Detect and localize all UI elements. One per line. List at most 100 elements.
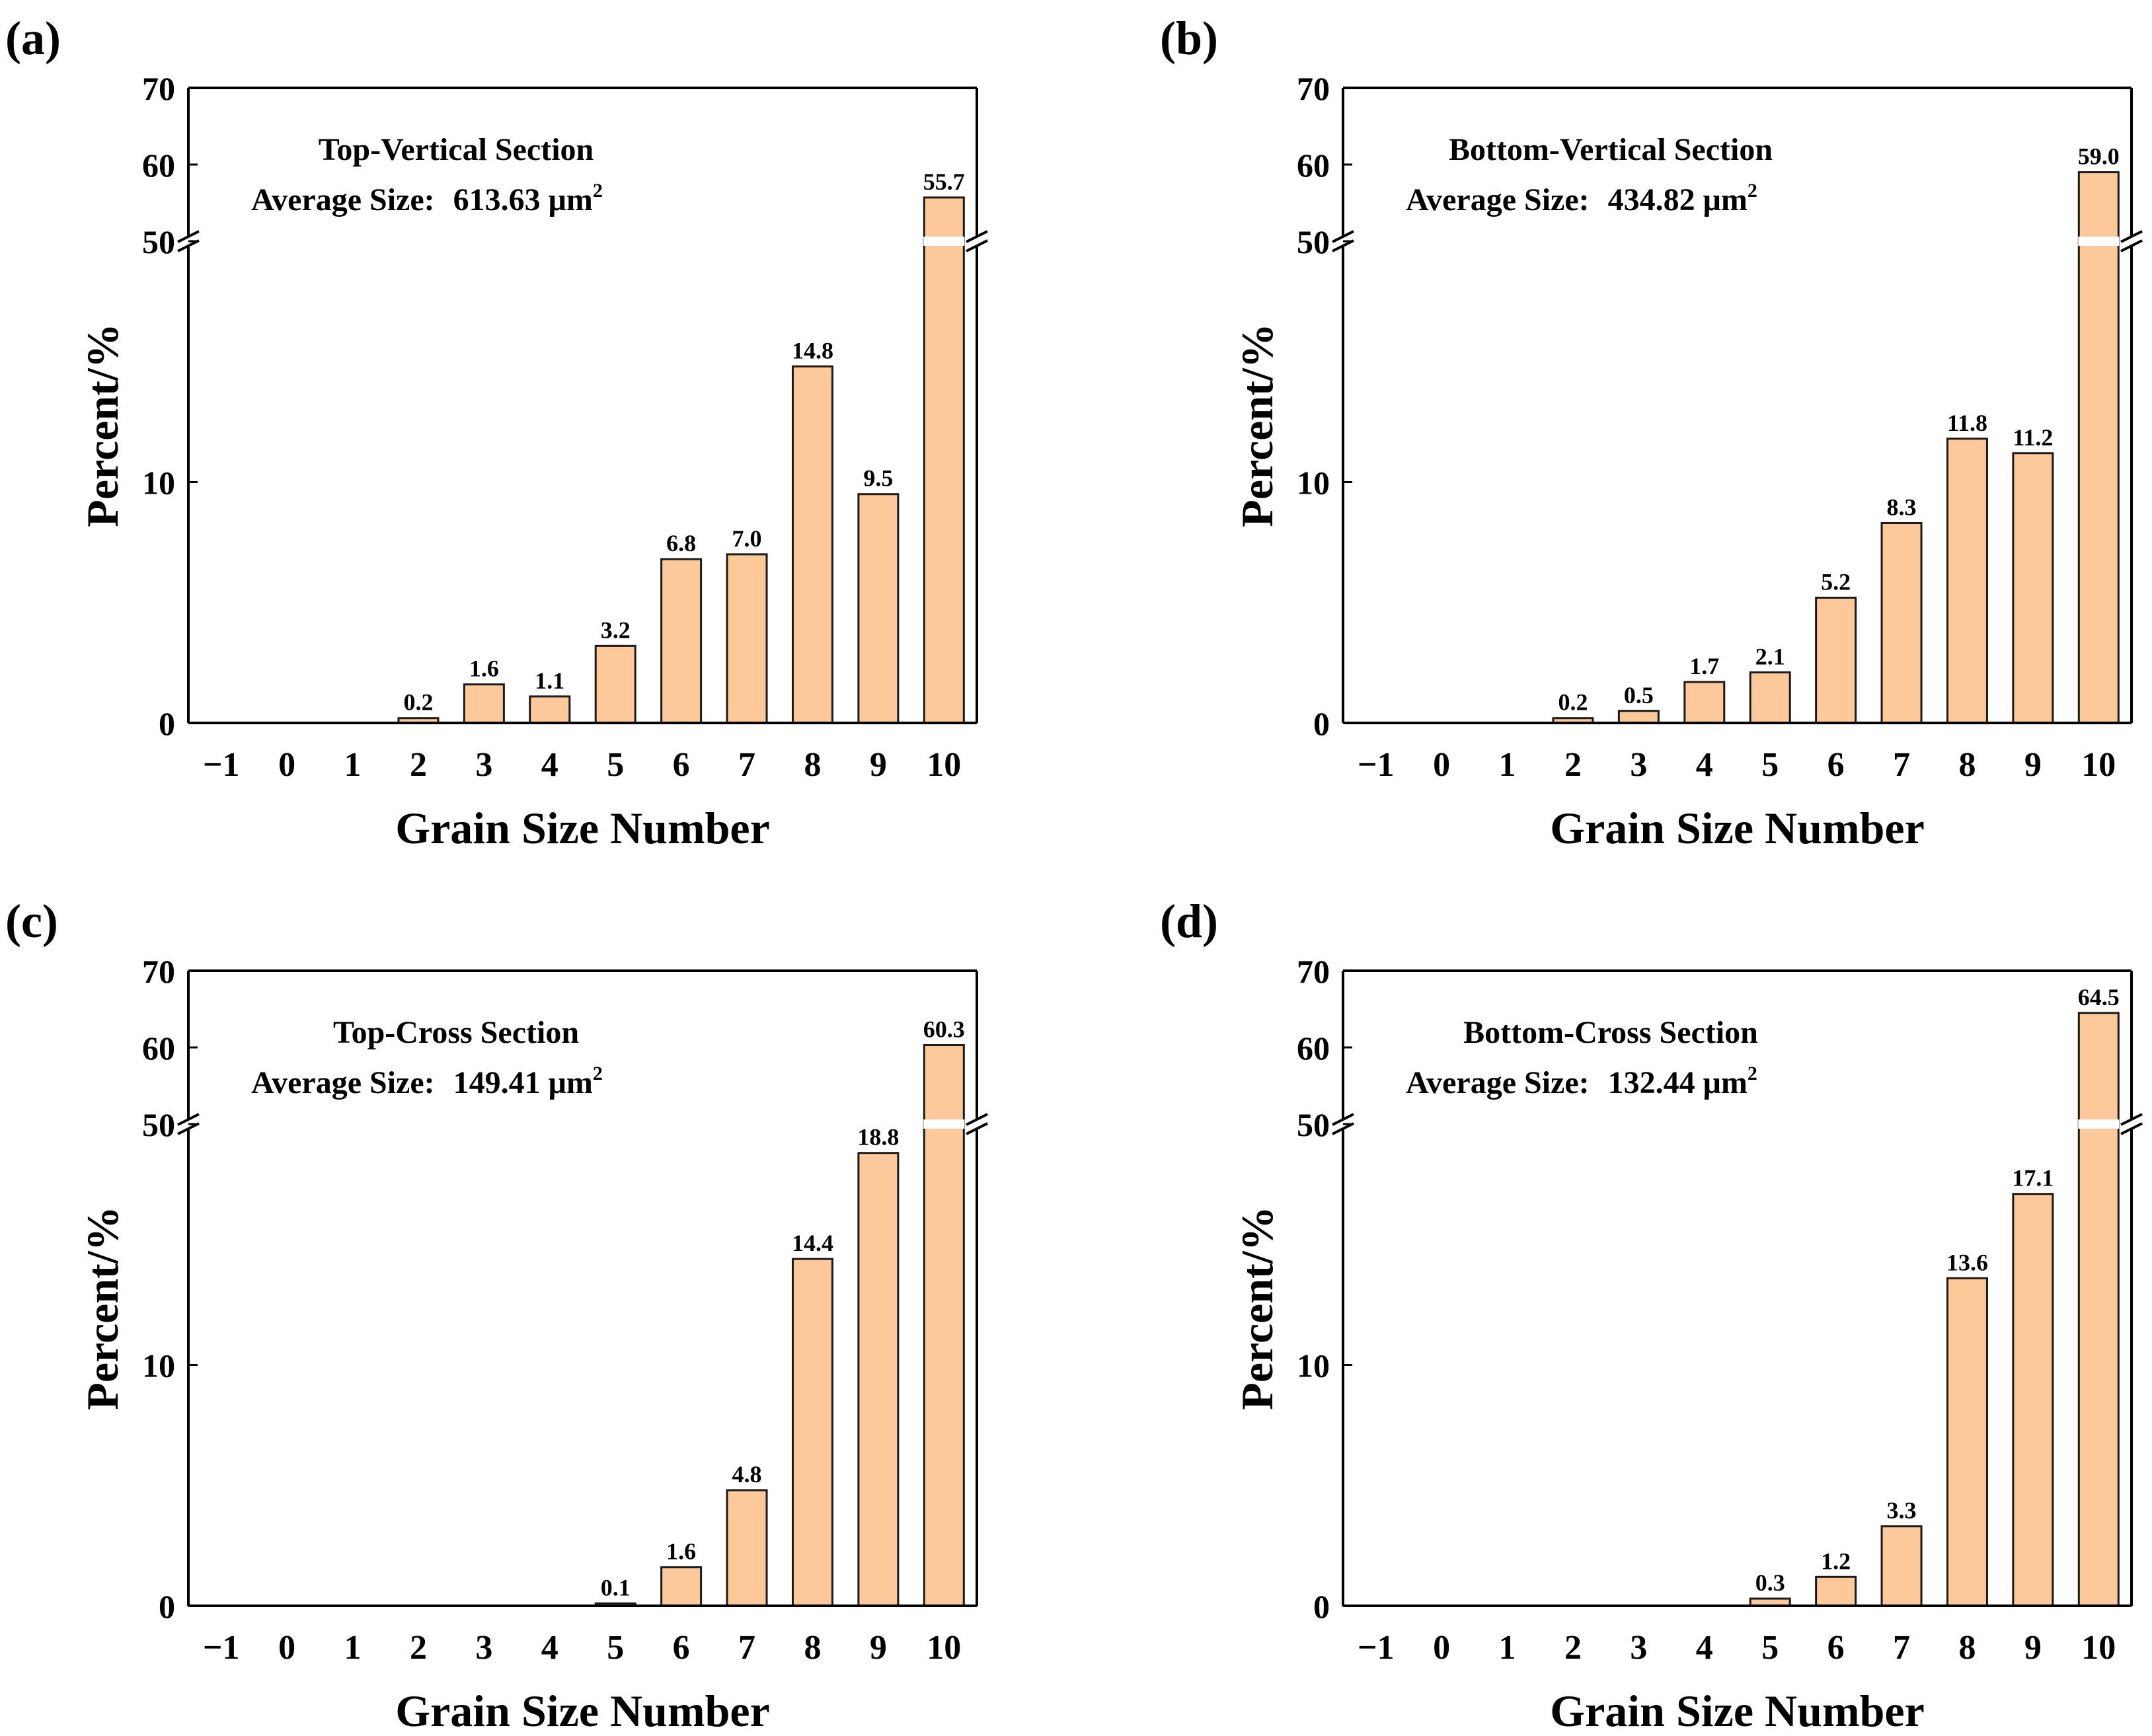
x-tick-label: 4 (541, 746, 558, 784)
y-axis-break-mark (1332, 239, 1354, 252)
x-tick-label: 8 (1958, 1629, 1976, 1667)
right-axis-break-mark (2120, 1113, 2143, 1126)
x-tick-label: −1 (1358, 746, 1395, 784)
y-tick-label: 10 (142, 465, 175, 502)
bar-value-label: 3.3 (1887, 1497, 1917, 1524)
subtitle-value: 434.82 μm (1608, 182, 1748, 217)
y-axis-break-mark (177, 239, 200, 252)
bar-value-label: 14.4 (792, 1230, 833, 1256)
x-tick-label: 5 (1761, 746, 1779, 784)
y-tick-label: 70 (1297, 70, 1330, 107)
subtitle-prefix: Average Size: (1406, 182, 1590, 217)
x-axis-title: Grain Size Number (395, 803, 770, 853)
y-axis-break-mark (177, 1122, 200, 1135)
x-tick-label: 7 (1893, 746, 1910, 784)
y-tick-label: 0 (159, 1588, 175, 1625)
bar-value-label: 59.0 (2078, 143, 2120, 170)
chart-panel-c: (c) −1 0 1 2 3 4 0.1 5 1.6 6 4.8 7 14.4 8 18.8 9 60.3 10 0 1… (5, 895, 988, 1736)
y-axis-break-mark (177, 230, 200, 243)
panel-label: (c) (5, 895, 58, 948)
panel-label: (a) (5, 12, 61, 65)
subtitle-superscript: 2 (593, 180, 603, 202)
bar (1749, 671, 1791, 724)
bar-value-label: 18.8 (857, 1124, 899, 1151)
y-tick-label: 10 (142, 1347, 175, 1384)
y-tick-label: 50 (1297, 223, 1330, 260)
x-tick-label: 7 (1893, 1629, 1910, 1667)
chart-title: Top-Vertical Section (319, 132, 594, 167)
y-tick-label: 0 (1313, 705, 1330, 742)
bar-value-label: 0.2 (403, 689, 433, 716)
bar-value-label: 60.3 (923, 1016, 965, 1043)
y-tick-label: 0 (1313, 1588, 1330, 1625)
panel-label: (d) (1160, 895, 1218, 948)
bar-value-label: 1.6 (469, 656, 499, 682)
y-tick-label: 50 (142, 223, 175, 260)
right-axis-break-mark (2120, 1122, 2143, 1135)
y-tick-label: 60 (1297, 1030, 1330, 1067)
y-axis-break-mark (177, 1113, 200, 1126)
x-axis-title: Grain Size Number (395, 1686, 770, 1736)
bar-value-label: 0.3 (1755, 1569, 1785, 1596)
x-tick-label: 7 (738, 746, 755, 784)
y-axis-break-mark (1332, 1122, 1354, 1135)
bar (1946, 437, 1988, 724)
x-tick-label: 5 (1761, 1629, 1779, 1667)
x-tick-label: 8 (1958, 746, 1976, 784)
x-tick-label: 7 (738, 1629, 755, 1667)
subtitle-superscript: 2 (1748, 180, 1757, 202)
bar (726, 553, 768, 724)
right-axis-break-mark (966, 230, 988, 243)
bar-value-label: 0.2 (1558, 689, 1588, 716)
right-axis-break-mark (966, 1113, 988, 1126)
y-tick-label: 70 (1297, 953, 1330, 990)
bar-value-label: 0.5 (1624, 682, 1654, 708)
bar-value-label: 9.5 (863, 465, 893, 492)
x-tick-label: 5 (607, 1629, 624, 1667)
right-axis-break-mark (2120, 239, 2143, 252)
bar-value-label: 3.2 (601, 617, 631, 643)
x-tick-label: 9 (2024, 1629, 2042, 1667)
subtitle-superscript: 2 (1748, 1063, 1757, 1084)
right-axis-break-mark (966, 239, 988, 252)
y-tick-label: 0 (159, 705, 175, 742)
bar-value-label: 11.8 (1947, 410, 1987, 436)
bar-value-label: 55.7 (923, 169, 965, 195)
x-tick-label: 1 (344, 1629, 362, 1667)
x-tick-label: 9 (870, 746, 887, 784)
bar-value-label: 2.1 (1755, 643, 1785, 669)
chart-title: Top-Cross Section (333, 1015, 579, 1050)
bar-value-label: 1.1 (535, 667, 564, 694)
x-tick-label: 10 (927, 1629, 961, 1667)
chart-title: Bottom-Cross Section (1463, 1015, 1758, 1050)
bar-value-label: 11.2 (2013, 424, 2053, 451)
y-tick-label: 60 (142, 147, 175, 184)
y-tick-label: 70 (142, 953, 175, 990)
x-tick-label: 5 (607, 746, 624, 784)
bar (791, 365, 833, 724)
x-tick-label: 9 (2024, 746, 2042, 784)
bar-value-label: 6.8 (666, 530, 696, 556)
bar-value-label: 7.0 (732, 525, 762, 552)
chart-title: Bottom-Vertical Section (1449, 132, 1773, 167)
y-tick-label: 70 (142, 70, 175, 107)
y-axis-title: Percent/% (1232, 323, 1282, 527)
subtitle-superscript: 2 (593, 1063, 603, 1084)
bar (1880, 1525, 1923, 1607)
x-tick-label: 1 (1499, 746, 1516, 784)
subtitle-prefix: Average Size: (1406, 1065, 1590, 1100)
bar-break-gap (2078, 237, 2120, 246)
x-tick-label: −1 (203, 1629, 240, 1667)
right-axis-break-mark (2120, 230, 2143, 243)
y-axis-title: Percent/% (77, 323, 128, 527)
bar (923, 1044, 965, 1607)
x-tick-label: 1 (1499, 1629, 1516, 1667)
bar-value-label: 4.8 (732, 1461, 762, 1488)
bar (2012, 452, 2054, 724)
x-tick-label: 2 (1564, 746, 1582, 784)
y-tick-label: 10 (1297, 1347, 1330, 1384)
bar (1946, 1277, 1988, 1607)
bar (857, 1152, 900, 1607)
bar (857, 493, 900, 724)
